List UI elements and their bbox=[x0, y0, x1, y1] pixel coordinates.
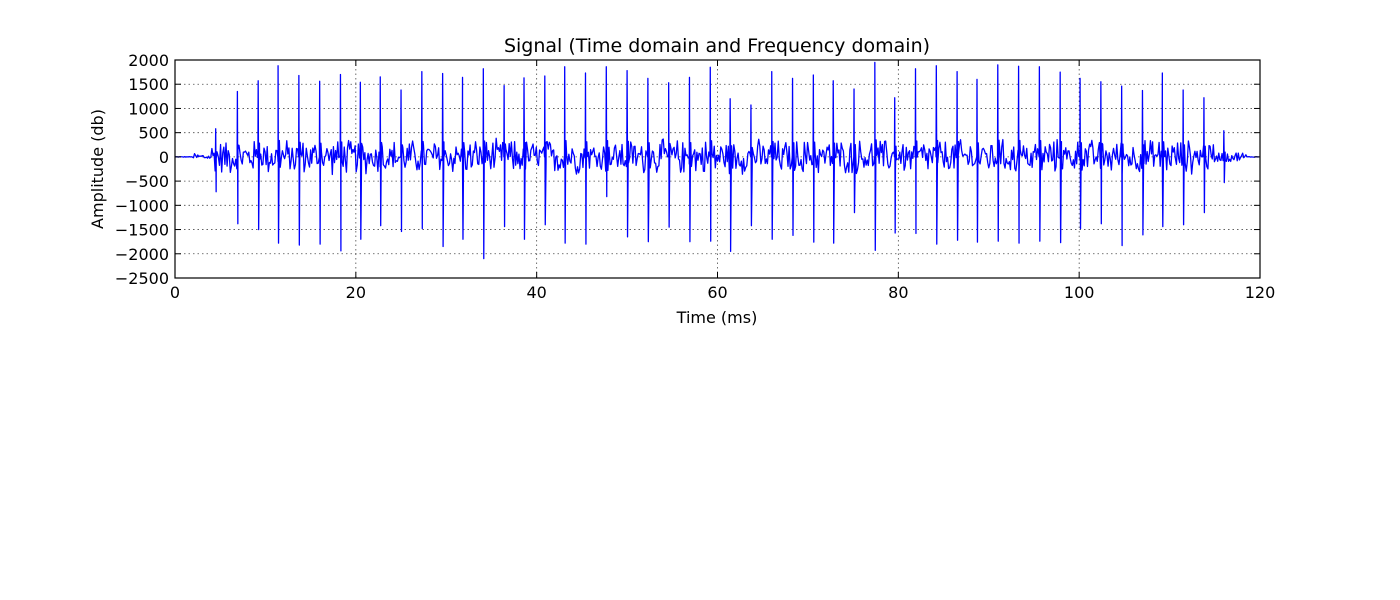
y-tick-label: −1500 bbox=[115, 221, 169, 240]
y-tick-label: 500 bbox=[138, 124, 169, 143]
x-tick-label: 120 bbox=[1245, 283, 1276, 302]
x-axis: 0 20 40 60 80 100 120 bbox=[170, 60, 1275, 302]
signal-line bbox=[174, 61, 1259, 260]
y-tick-label: 1000 bbox=[128, 99, 169, 118]
y-tick-label: 2000 bbox=[128, 51, 169, 70]
x-tick-label: 80 bbox=[888, 283, 908, 302]
chart-title: Signal (Time domain and Frequency domain… bbox=[504, 35, 930, 57]
y-tick-label: −2500 bbox=[115, 269, 169, 288]
x-tick-label: 100 bbox=[1064, 283, 1095, 302]
y-tick-label: 0 bbox=[159, 148, 169, 167]
x-tick-label: 0 bbox=[170, 283, 180, 302]
x-tick-label: 60 bbox=[707, 283, 727, 302]
y-axis: 2000 1500 1000 500 0 −500 −1000 −1500 −2000 −2500 bbox=[115, 51, 1260, 288]
plot-area bbox=[174, 61, 1259, 260]
y-tick-label: 1500 bbox=[128, 75, 169, 94]
grid-lines bbox=[175, 60, 1260, 278]
x-axis-label: Time (ms) bbox=[676, 308, 758, 327]
y-tick-label: −500 bbox=[125, 172, 169, 191]
x-tick-label: 20 bbox=[346, 283, 366, 302]
y-tick-label: −2000 bbox=[115, 245, 169, 264]
y-axis-label: Amplitude (db) bbox=[88, 109, 107, 229]
y-tick-label: −1000 bbox=[115, 196, 169, 215]
x-tick-label: 40 bbox=[526, 283, 546, 302]
